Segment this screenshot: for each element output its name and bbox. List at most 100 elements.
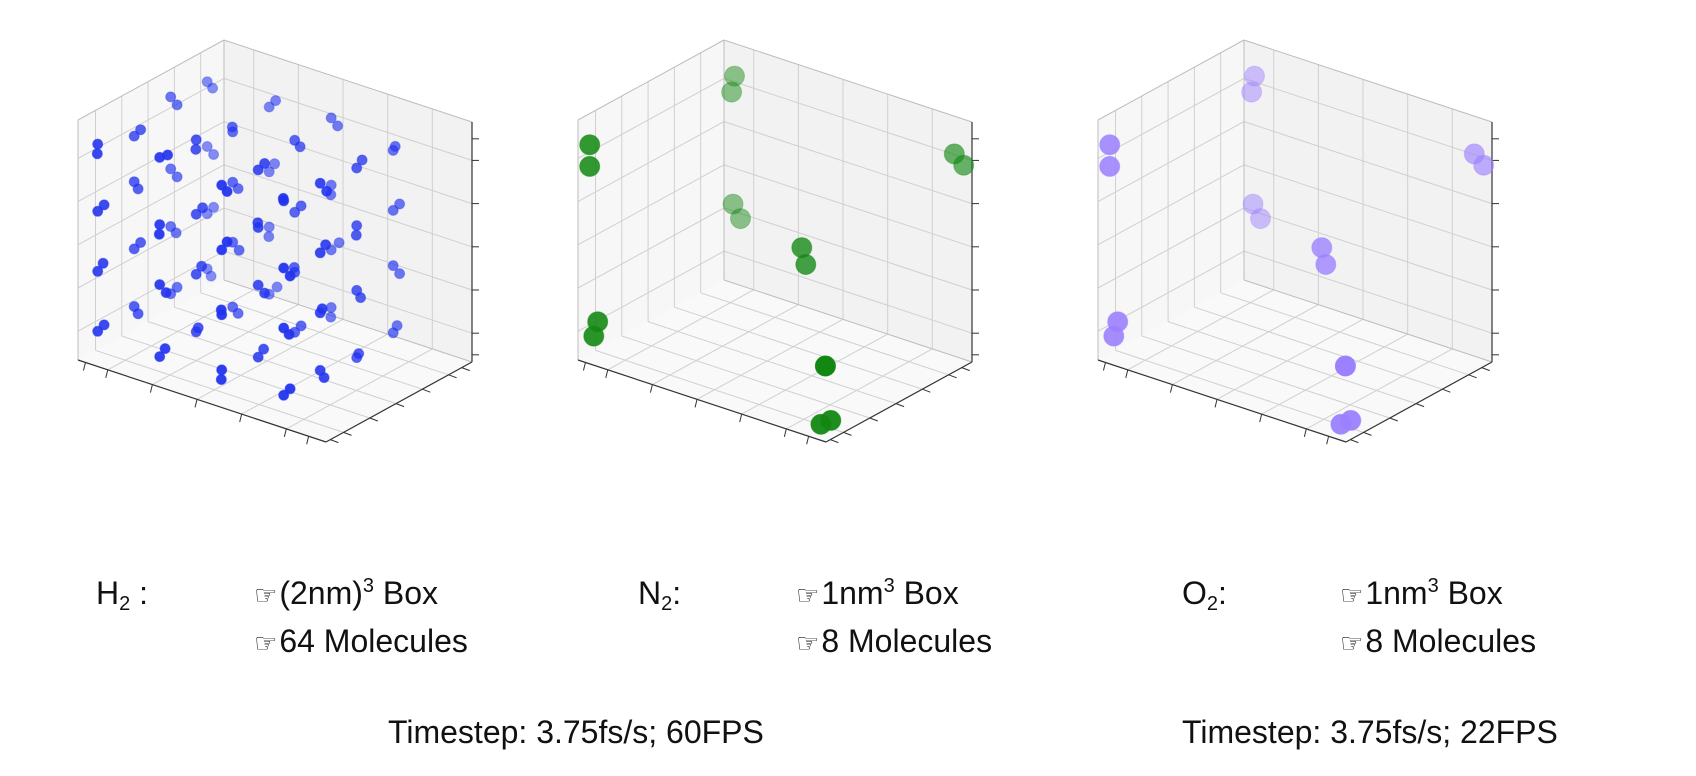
o2-molecule-count: ☞8 Molecules bbox=[1340, 623, 1537, 659]
atom-point bbox=[1242, 193, 1264, 215]
atom-point bbox=[394, 268, 406, 280]
atom-point bbox=[1103, 325, 1125, 347]
gridline bbox=[95, 349, 344, 433]
x-tick bbox=[306, 436, 310, 445]
atom-point bbox=[190, 208, 202, 220]
x-tick bbox=[149, 384, 153, 393]
n2-formula: N2: bbox=[638, 575, 682, 615]
n2-3d-scatter bbox=[577, 39, 979, 445]
atom-point bbox=[201, 141, 213, 152]
atom-point bbox=[332, 120, 344, 132]
atom-point bbox=[252, 351, 264, 363]
gridline bbox=[723, 164, 973, 248]
x-tick bbox=[82, 362, 86, 371]
atom-point bbox=[722, 193, 744, 215]
y-axis-line bbox=[1345, 361, 1493, 443]
floor-pane bbox=[78, 280, 472, 442]
o2-formula: O2: bbox=[1182, 575, 1227, 615]
gridline bbox=[241, 333, 388, 415]
left-pane bbox=[78, 40, 224, 360]
back-pane bbox=[224, 40, 472, 362]
gridline bbox=[200, 292, 449, 376]
atom-point bbox=[91, 148, 103, 160]
gridline bbox=[577, 77, 725, 159]
atom-point bbox=[321, 185, 333, 197]
atom-point bbox=[325, 302, 337, 313]
atom-point bbox=[325, 112, 337, 124]
atom-point bbox=[263, 101, 275, 113]
gridline bbox=[1306, 348, 1453, 430]
atom-point bbox=[387, 260, 399, 272]
pane-edge bbox=[577, 39, 725, 121]
atom-point bbox=[263, 231, 275, 243]
timestep-o2: Timestep: 3.75fs/s; 22FPS bbox=[1182, 714, 1558, 750]
atom-point bbox=[295, 320, 307, 332]
atom-point bbox=[1241, 81, 1263, 103]
gridline bbox=[1243, 250, 1493, 334]
gridline bbox=[1115, 349, 1364, 433]
atom-point bbox=[394, 198, 406, 210]
atom-point bbox=[351, 220, 363, 232]
gridline bbox=[147, 321, 397, 405]
atom-point bbox=[98, 199, 110, 211]
gridline bbox=[647, 321, 897, 405]
gridline bbox=[223, 207, 473, 291]
gridline bbox=[1097, 164, 1245, 246]
atom-point bbox=[351, 284, 363, 296]
x-tick bbox=[1303, 428, 1307, 438]
y-tick bbox=[343, 431, 352, 436]
x-axis-line bbox=[577, 359, 827, 443]
pointing-hand-icon: ☞ bbox=[1340, 580, 1364, 610]
back-pane bbox=[724, 40, 972, 362]
gridline bbox=[1216, 318, 1364, 400]
atom-point bbox=[153, 228, 165, 240]
y-tick bbox=[1415, 403, 1425, 408]
gridline bbox=[700, 292, 949, 376]
gridline bbox=[1220, 292, 1469, 376]
n2-box-size: ☞1nm3 Box bbox=[796, 575, 959, 611]
y-axis-line bbox=[325, 361, 473, 443]
x-tick bbox=[1169, 384, 1173, 393]
pointing-hand-icon: ☞ bbox=[796, 628, 820, 658]
atom-point bbox=[216, 179, 228, 191]
h2-plot bbox=[30, 39, 490, 530]
gridline bbox=[577, 164, 725, 246]
atom-point bbox=[270, 95, 282, 107]
atom-point bbox=[92, 265, 104, 277]
atom-point bbox=[389, 140, 401, 152]
h2-box-size: ☞(2nm)3 Box bbox=[254, 575, 439, 611]
atom-point bbox=[1334, 355, 1356, 377]
atom-point bbox=[128, 176, 140, 188]
gridline bbox=[1194, 306, 1443, 390]
atom-point bbox=[208, 201, 220, 213]
atom-point bbox=[165, 221, 177, 232]
atom-point bbox=[271, 281, 283, 293]
y-tick bbox=[922, 388, 931, 393]
x-tick bbox=[783, 428, 787, 438]
pointing-hand-icon: ☞ bbox=[1340, 628, 1364, 658]
atom-point bbox=[160, 287, 172, 299]
pane-edge bbox=[723, 279, 973, 363]
atom-point bbox=[215, 374, 227, 385]
y-tick bbox=[1389, 417, 1398, 422]
h2-molecule-count: ☞64 Molecules bbox=[254, 623, 468, 659]
pane-edge bbox=[1243, 39, 1493, 123]
atom-point bbox=[221, 236, 233, 248]
y-tick bbox=[895, 403, 905, 408]
atom-point bbox=[1244, 65, 1265, 87]
atom-point bbox=[1311, 237, 1333, 259]
y-tick bbox=[1442, 388, 1451, 393]
atom-point bbox=[92, 138, 104, 150]
gridline bbox=[223, 164, 473, 248]
gridline bbox=[723, 121, 973, 205]
atom-point bbox=[583, 325, 605, 347]
x-tick bbox=[582, 362, 586, 371]
atom-point bbox=[353, 348, 365, 360]
gridline bbox=[174, 306, 423, 390]
atom-point bbox=[92, 205, 104, 217]
atom-point bbox=[263, 221, 275, 233]
x-tick bbox=[239, 413, 243, 423]
gridline bbox=[696, 318, 844, 400]
h2-formula: H2 : bbox=[96, 575, 149, 615]
gridline bbox=[107, 289, 255, 371]
